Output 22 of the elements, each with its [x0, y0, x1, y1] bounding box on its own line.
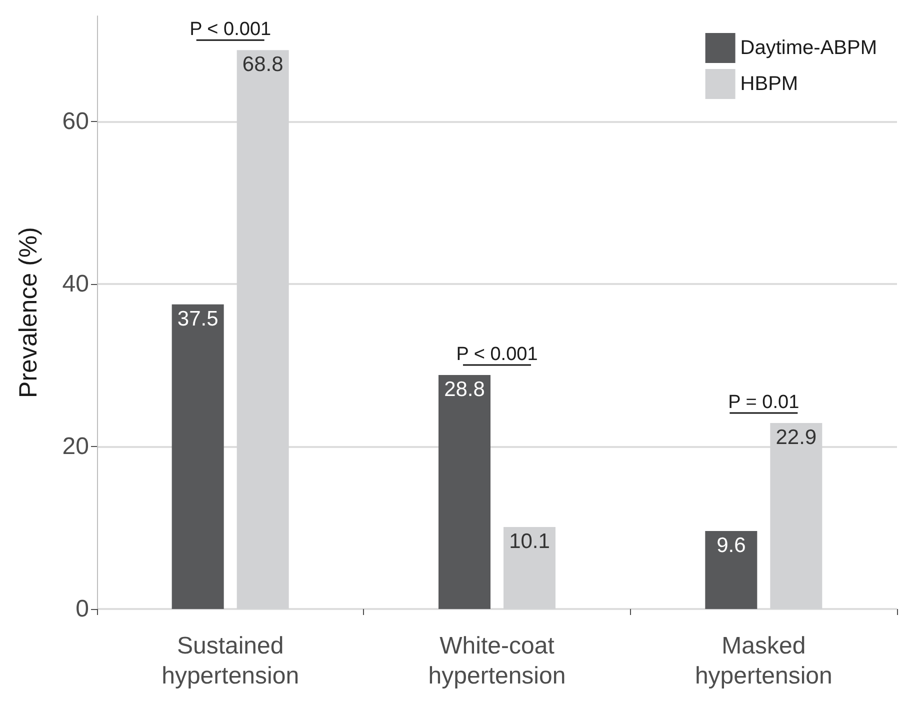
x-tick-label: Masked hypertension — [694, 632, 832, 690]
data-label: 68.8 — [242, 53, 284, 76]
data-label: 22.9 — [776, 426, 817, 449]
bar — [705, 531, 758, 609]
y-tick-label: 40 — [62, 270, 89, 298]
data-label: 9.6 — [716, 534, 746, 558]
legend-label: Daytime-ABPM — [740, 37, 878, 59]
y-axis-title: Prevalence (%) — [14, 227, 42, 398]
y-tick-label: 60 — [62, 108, 89, 136]
data-label: 28.8 — [444, 378, 485, 402]
data-label: 37.5 — [177, 307, 218, 330]
x-tick-label: Sustained hypertension — [162, 632, 300, 690]
annotation: P < 0.001 — [190, 19, 272, 40]
y-tick-label: 0 — [76, 596, 89, 622]
legend-label: HBPM — [740, 73, 798, 95]
bar — [172, 304, 224, 609]
x-tick-label: White-coat hypertension — [428, 632, 566, 690]
data-label: 10.1 — [509, 530, 550, 553]
y-tick-label: 20 — [62, 433, 89, 460]
bar — [438, 375, 490, 609]
annotation: P < 0.001 — [456, 344, 538, 366]
annotation: P = 0.01 — [728, 392, 800, 413]
